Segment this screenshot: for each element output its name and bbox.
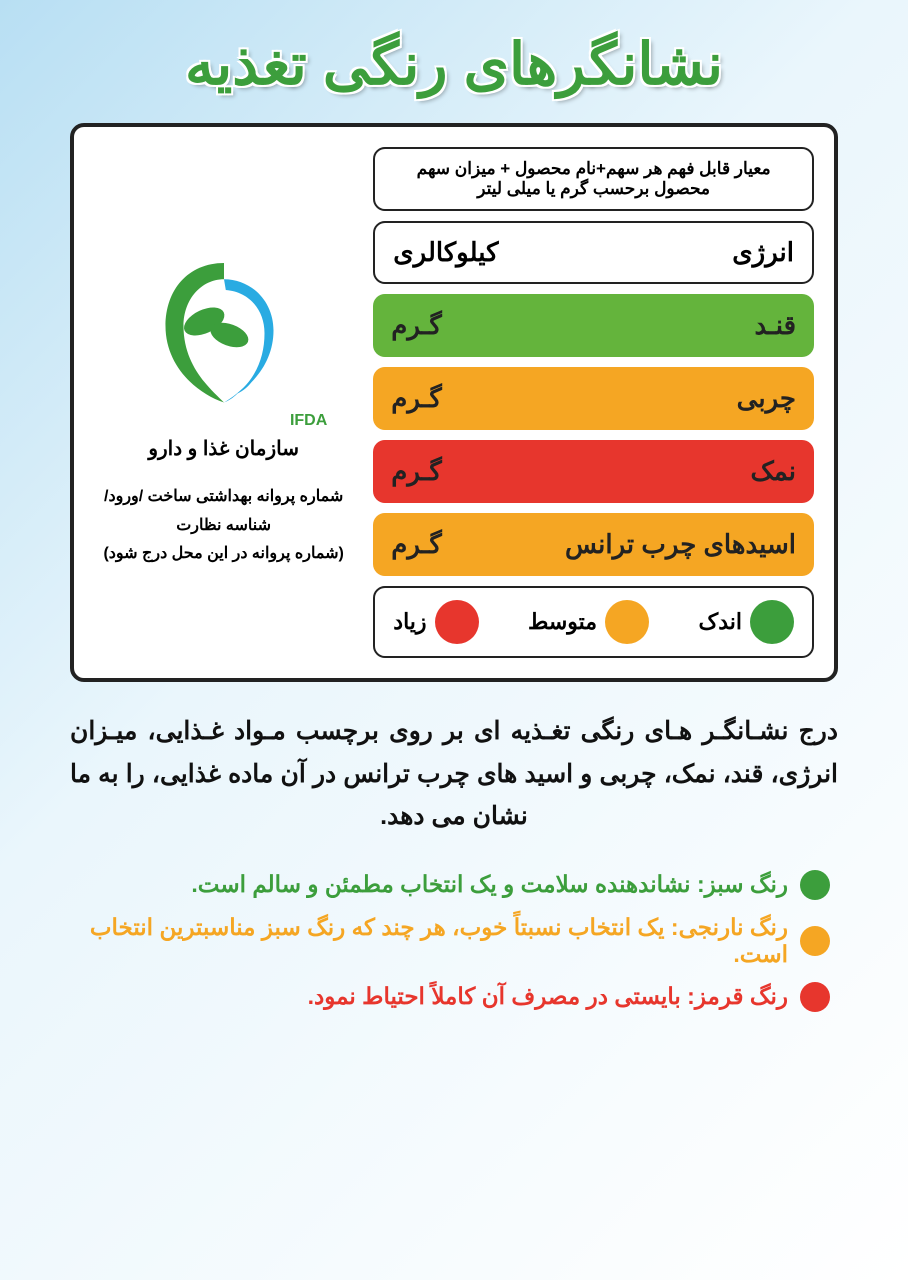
organization-panel: IFDA سازمان غذا و دارو شماره پروانه بهدا… [94,147,353,658]
label-rows: معیار قابل فهم هر سهم+نام محصول + میزان … [373,147,814,658]
legend-mid-circle [605,600,649,644]
explanation-item: رنگ نارنجی: یک انتخاب نسبتاً خوب، هر چند… [70,914,830,968]
legend-mid-label: متوسط [528,609,597,635]
nutrient-row: اسیدهای چرب ترانس گـرم [373,513,814,576]
legend-high: زیاد [393,600,478,644]
label-header: معیار قابل فهم هر سهم+نام محصول + میزان … [373,147,814,211]
nutrient-name: قنـد [754,310,796,341]
description-text: درج نشـانگـر هـای رنگی تغـذیه ای بر روی … [70,710,838,838]
legend-high-circle [435,600,479,644]
legend-mid: متوسط [528,600,649,644]
energy-row: انرژی کیلوکالری [373,221,814,284]
legend-low: اندک [699,600,794,644]
legend-low-circle [750,600,794,644]
ifda-text: IFDA [290,412,327,430]
explanation-bullet-icon [800,926,830,956]
explanation-item: رنگ قرمز: بایستی در مصرف آن کاملاً احتیا… [70,982,830,1012]
page-title: نشانگرهای رنگی تغذیه [70,30,838,98]
explanation-bullet-icon [800,982,830,1012]
legend-high-label: زیاد [393,609,426,635]
explanation-bullet-icon [800,870,830,900]
nutrient-name: چربی [737,383,796,414]
explanation-text: رنگ سبز: نشاندهنده سلامت و یک انتخاب مطم… [191,871,788,898]
license-line-1: شماره پروانه بهداشتی ساخت /ورود/شناسه نظ… [94,483,353,541]
nutrient-unit: گـرم [391,529,441,560]
explanation-item: رنگ سبز: نشاندهنده سلامت و یک انتخاب مطم… [70,870,830,900]
legend-low-label: اندک [699,609,742,635]
nutrition-label-card: معیار قابل فهم هر سهم+نام محصول + میزان … [70,123,838,682]
nutrient-unit: گـرم [391,456,441,487]
organization-name: سازمان غذا و دارو [148,436,299,461]
nutrient-name: نمک [750,456,796,487]
color-explanation-list: رنگ سبز: نشاندهنده سلامت و یک انتخاب مطم… [70,870,838,1012]
explanation-text: رنگ نارنجی: یک انتخاب نسبتاً خوب، هر چند… [70,914,788,968]
nutrient-name: اسیدهای چرب ترانس [565,529,796,560]
ifda-logo-icon [134,236,314,416]
legend-row: اندک متوسط زیاد [373,586,814,658]
nutrient-row: نمک گـرم [373,440,814,503]
nutrient-unit: گـرم [391,383,441,414]
license-line-2: (شماره پروانه در این محل درج شود) [103,540,343,569]
nutrient-unit: گـرم [391,310,441,341]
energy-unit: کیلوکالری [393,237,498,268]
nutrient-row: قنـد گـرم [373,294,814,357]
energy-name: انرژی [732,237,794,268]
nutrient-row: چربی گـرم [373,367,814,430]
explanation-text: رنگ قرمز: بایستی در مصرف آن کاملاً احتیا… [308,983,788,1010]
